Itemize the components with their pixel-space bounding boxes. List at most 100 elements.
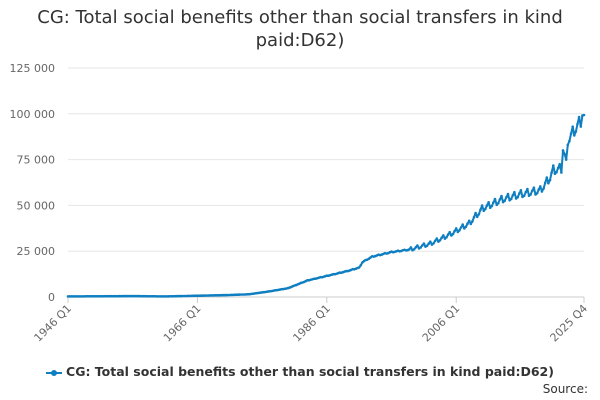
data-point (488, 206, 492, 209)
data-point (492, 201, 495, 204)
data-point (475, 215, 479, 219)
data-point (412, 248, 416, 251)
data-point (532, 186, 536, 189)
data-point (359, 263, 363, 267)
data-point (471, 220, 474, 223)
data-point (425, 244, 429, 247)
data-point (409, 246, 413, 249)
series-layer (66, 113, 586, 298)
data-point (526, 187, 529, 191)
data-point (459, 226, 463, 229)
data-point (484, 207, 487, 211)
data-point (498, 198, 502, 201)
data-point (509, 197, 513, 201)
data-point (416, 244, 419, 247)
data-point (555, 171, 558, 174)
data-point (566, 143, 570, 147)
data-point (422, 242, 426, 245)
data-point (420, 244, 424, 247)
data-point (560, 171, 563, 174)
data-point (530, 189, 534, 193)
data-point (408, 248, 411, 251)
data-point (477, 212, 481, 216)
data-point (543, 181, 547, 185)
chart-title: CG: Total social benefits other than soc… (37, 7, 563, 51)
data-point (474, 211, 477, 215)
source-label: Source: (542, 382, 588, 396)
data-point (479, 208, 482, 211)
data-point (558, 162, 561, 166)
data-point (552, 164, 555, 167)
x-tick-label: 2006 Q1 (420, 302, 463, 345)
x-tick-label: 1986 Q1 (290, 302, 333, 345)
data-point (579, 125, 583, 128)
legend-marker-icon (46, 368, 63, 378)
data-point (497, 201, 500, 205)
data-point (480, 204, 484, 207)
data-point (463, 227, 466, 230)
data-point (573, 134, 576, 137)
data-point (556, 166, 560, 170)
data-point (464, 225, 468, 229)
data-point (506, 192, 510, 196)
data-point (503, 199, 507, 203)
data-point (485, 204, 489, 207)
y-tick-label: 25 000 (17, 245, 56, 258)
data-point (582, 113, 586, 117)
data-point (522, 194, 526, 197)
data-point (467, 219, 471, 223)
data-point (442, 234, 445, 237)
x-tick-label: 2025 Q4 (548, 302, 591, 345)
y-tick-label: 50 000 (17, 199, 56, 212)
data-point (429, 240, 432, 243)
data-point (495, 203, 499, 207)
data-point (539, 185, 542, 188)
data-point (561, 149, 565, 152)
y-tick-label: 75 000 (17, 154, 56, 167)
data-point (542, 187, 545, 190)
data-point (519, 189, 523, 192)
data-point (427, 242, 431, 245)
data-point (576, 122, 579, 126)
data-point (490, 204, 494, 208)
data-point (540, 190, 544, 193)
data-point (574, 130, 578, 133)
data-point (505, 195, 508, 199)
data-point (469, 222, 473, 226)
data-point (571, 125, 574, 128)
data-point (482, 209, 486, 212)
data-point (500, 194, 503, 198)
data-point (511, 194, 515, 197)
data-point (446, 233, 450, 236)
data-point (513, 190, 516, 194)
data-point (432, 242, 435, 245)
data-point (472, 215, 476, 219)
x-tick-label: 1966 Q1 (161, 302, 204, 345)
data-point (524, 190, 528, 194)
data-point (440, 236, 444, 239)
y-tick-label: 100 000 (10, 108, 56, 121)
grid-layer (68, 67, 584, 298)
x-tick-label: 1946 Q1 (32, 302, 75, 345)
data-point (435, 237, 439, 240)
data-point (518, 192, 521, 195)
data-point (493, 197, 497, 201)
data-point (535, 192, 539, 195)
y-tick-label: 0 (48, 291, 55, 304)
data-point (357, 266, 361, 269)
data-point (448, 230, 452, 234)
data-point (487, 201, 490, 204)
data-point (451, 232, 455, 236)
data-point (577, 115, 581, 119)
data-point (550, 171, 553, 174)
data-point (419, 246, 422, 249)
data-point (453, 229, 456, 233)
data-point (458, 229, 461, 232)
data-point (445, 236, 448, 239)
data-point (529, 193, 532, 196)
legend[interactable]: CG: Total social benefits other than soc… (0, 364, 600, 379)
data-point (466, 222, 469, 225)
data-point (563, 152, 566, 156)
